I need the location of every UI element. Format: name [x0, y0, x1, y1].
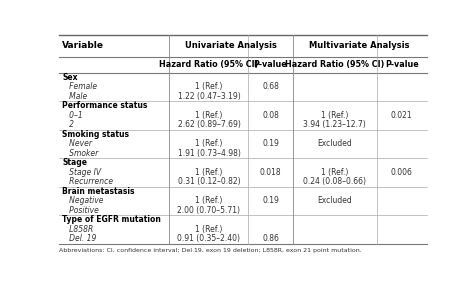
Text: Brain metastasis: Brain metastasis [62, 187, 135, 196]
Text: P-value: P-value [385, 60, 419, 69]
Text: Excluded: Excluded [318, 196, 352, 205]
Text: 1 (Ref.): 1 (Ref.) [195, 139, 223, 148]
Text: P-value: P-value [254, 60, 287, 69]
Text: L858R: L858R [62, 225, 93, 234]
Text: 0.018: 0.018 [260, 168, 281, 177]
Text: Male: Male [62, 92, 87, 101]
Text: 0.08: 0.08 [262, 111, 279, 120]
Text: Smoker: Smoker [62, 149, 99, 158]
Text: Never: Never [62, 139, 92, 148]
Text: 0.31 (0.12–0.82): 0.31 (0.12–0.82) [178, 177, 240, 186]
Text: Stage IV: Stage IV [62, 168, 101, 177]
Text: Recurrence: Recurrence [62, 177, 113, 186]
Text: 2.62 (0.89–7.69): 2.62 (0.89–7.69) [177, 120, 240, 129]
Text: Negative: Negative [62, 196, 104, 205]
Text: 0.006: 0.006 [391, 168, 413, 177]
Text: 1 (Ref.): 1 (Ref.) [321, 168, 348, 177]
Text: 1 (Ref.): 1 (Ref.) [195, 111, 223, 120]
Text: Univariate Analysis: Univariate Analysis [185, 41, 277, 50]
Text: Sex: Sex [62, 73, 78, 82]
Text: 2: 2 [62, 120, 74, 129]
Text: 1 (Ref.): 1 (Ref.) [195, 196, 223, 205]
Text: 1 (Ref.): 1 (Ref.) [195, 82, 223, 92]
Text: Stage: Stage [62, 158, 87, 167]
Text: Abbreviations: CI, confidence interval; Del 19, exon 19 deletion; L858R, exon 21: Abbreviations: CI, confidence interval; … [59, 248, 362, 253]
Text: 3.94 (1.23–12.7): 3.94 (1.23–12.7) [303, 120, 366, 129]
Text: 0.021: 0.021 [391, 111, 412, 120]
Text: 0–1: 0–1 [62, 111, 83, 120]
Text: Variable: Variable [62, 41, 104, 50]
Text: 0.68: 0.68 [262, 82, 279, 92]
Text: Hazard Ratio (95% CI): Hazard Ratio (95% CI) [285, 60, 384, 69]
Text: Hazard Ratio (95% CI): Hazard Ratio (95% CI) [159, 60, 259, 69]
Text: 0.24 (0.08–0.66): 0.24 (0.08–0.66) [303, 177, 366, 186]
Text: Multivariate Analysis: Multivariate Analysis [310, 41, 410, 50]
Text: 1 (Ref.): 1 (Ref.) [195, 225, 223, 234]
Text: 2.00 (0.70–5.71): 2.00 (0.70–5.71) [177, 206, 240, 215]
Text: Del. 19: Del. 19 [62, 234, 97, 243]
Text: Smoking status: Smoking status [62, 130, 129, 139]
Text: Performance status: Performance status [62, 102, 147, 110]
Text: 0.91 (0.35–2.40): 0.91 (0.35–2.40) [177, 234, 240, 243]
Text: Excluded: Excluded [318, 139, 352, 148]
Text: 1.22 (0.47–3.19): 1.22 (0.47–3.19) [178, 92, 240, 101]
Text: 0.19: 0.19 [262, 139, 279, 148]
Text: 1.91 (0.73–4.98): 1.91 (0.73–4.98) [177, 149, 240, 158]
Text: 1 (Ref.): 1 (Ref.) [195, 168, 223, 177]
Text: 0.86: 0.86 [262, 234, 279, 243]
Text: Positive: Positive [62, 206, 99, 215]
Text: 0.19: 0.19 [262, 196, 279, 205]
Text: Female: Female [62, 82, 97, 92]
Text: Type of EGFR mutation: Type of EGFR mutation [62, 215, 161, 224]
Text: 1 (Ref.): 1 (Ref.) [321, 111, 348, 120]
